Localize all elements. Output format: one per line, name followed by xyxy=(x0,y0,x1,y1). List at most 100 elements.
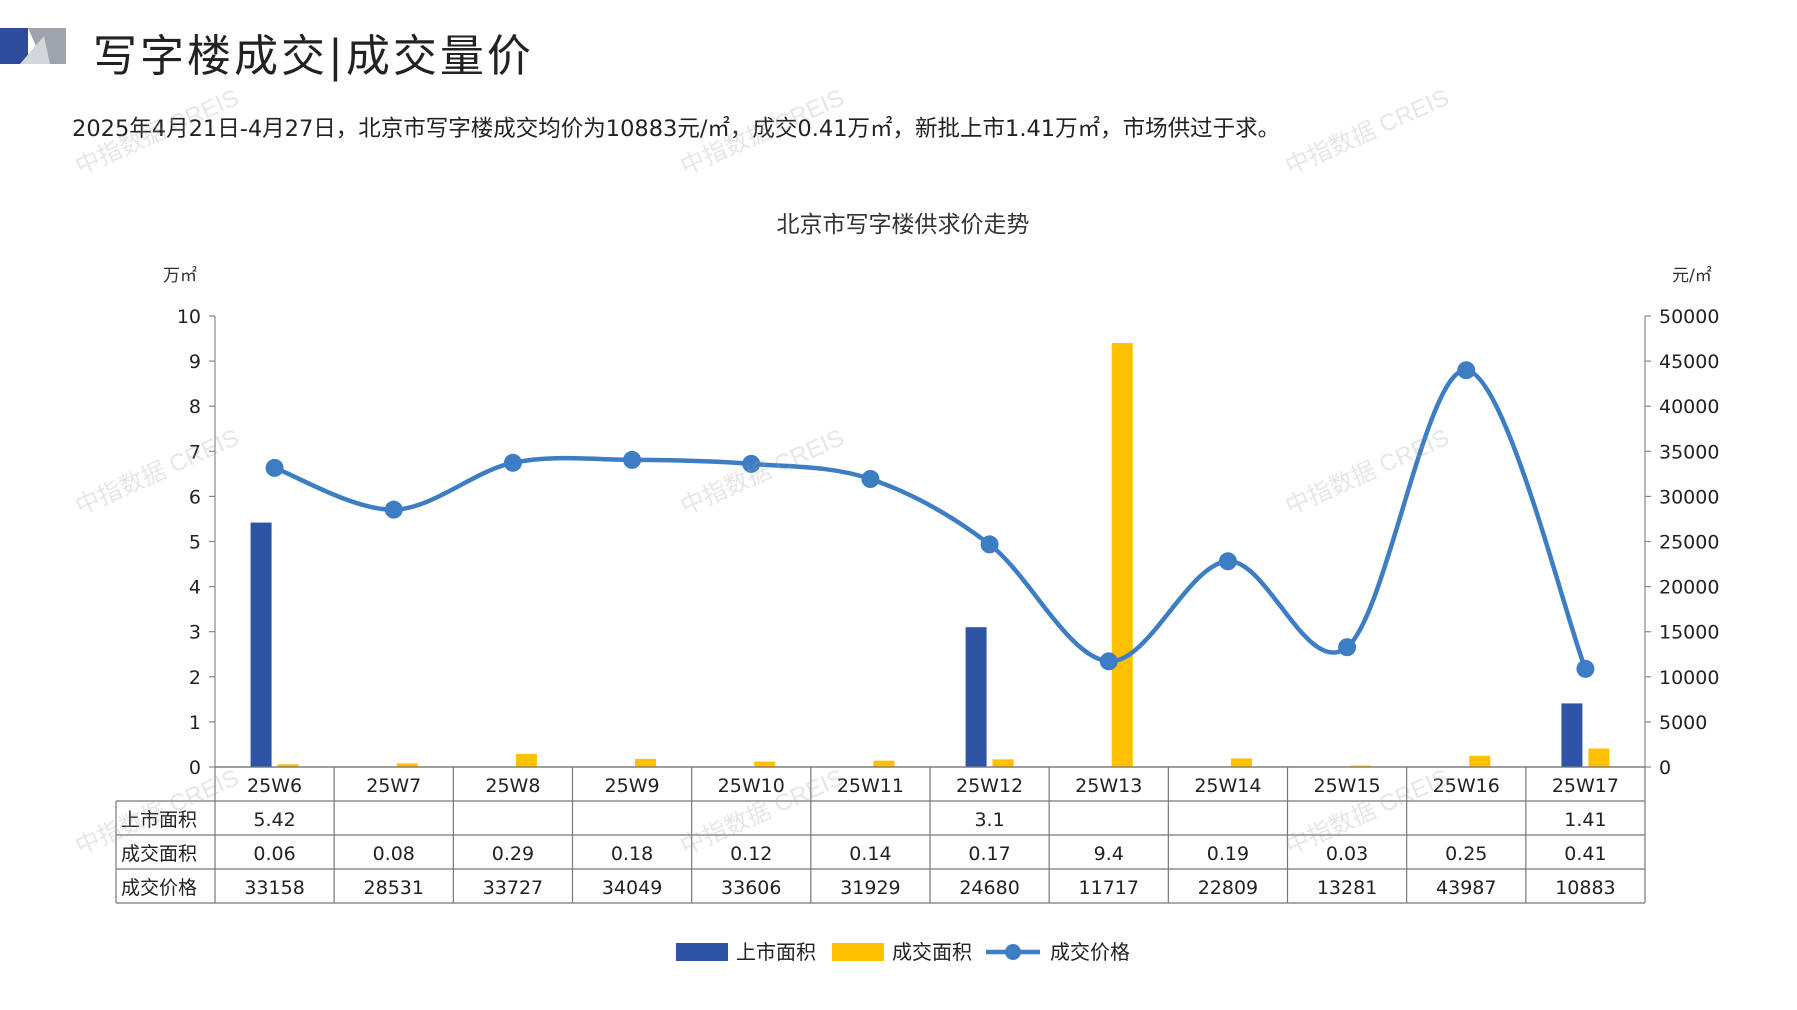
x-tick-label: 25W13 xyxy=(1075,775,1142,797)
right-tick-label: 40000 xyxy=(1659,396,1719,418)
watermark-text: 中指数据 CREIS xyxy=(676,84,848,180)
data-label: 0.19 xyxy=(1207,843,1249,865)
x-tick-label: 25W16 xyxy=(1433,775,1500,797)
price-line xyxy=(265,361,1595,678)
header-logo xyxy=(0,28,66,64)
watermark-text: 中指数据 CREIS xyxy=(71,424,243,520)
price-point xyxy=(861,470,880,489)
data-label: 31929 xyxy=(840,877,900,899)
left-tick-label: 9 xyxy=(189,351,201,373)
data-table: 25W6 25W7 25W8 25W9 25W10 25W11 25W12 25W13 25W1… xyxy=(115,766,1646,904)
left-axis-unit: 万㎡ xyxy=(163,266,197,286)
right-tick-label: 50000 xyxy=(1659,306,1719,328)
right-tick-label: 30000 xyxy=(1659,486,1719,508)
bars xyxy=(250,343,1610,767)
deal-area-bar xyxy=(1469,755,1491,767)
right-tick-label: 25000 xyxy=(1659,532,1719,554)
supply-bar xyxy=(250,522,272,767)
left-tick-label: 10 xyxy=(177,306,201,328)
legend-deal-label: 成交面积 xyxy=(892,940,972,964)
deal-area-bar xyxy=(635,758,657,767)
data-label: 24680 xyxy=(959,877,1019,899)
left-tick-label: 1 xyxy=(189,712,201,734)
data-label: 1.41 xyxy=(1564,809,1606,831)
data-label: 0.25 xyxy=(1445,843,1487,865)
axis-lines xyxy=(214,316,1646,768)
data-label: 0.14 xyxy=(849,843,891,865)
left-tick-label: 8 xyxy=(189,396,201,418)
legend-supply-label: 上市面积 xyxy=(736,940,816,964)
watermark-text: 中指数据 CREIS xyxy=(1281,424,1453,520)
price-point xyxy=(742,454,761,473)
data-label: 0.18 xyxy=(611,843,653,865)
deal-area-bar xyxy=(515,753,537,767)
data-label: 33158 xyxy=(244,877,304,899)
data-label: 22809 xyxy=(1198,877,1258,899)
data-label: 0.29 xyxy=(492,843,534,865)
watermark-text: 中指数据 CREIS xyxy=(676,424,848,520)
data-label: 10883 xyxy=(1555,877,1615,899)
deal-area-bar xyxy=(1230,758,1252,767)
x-tick-label: 25W10 xyxy=(718,775,785,797)
logo-gray-shape xyxy=(28,28,66,64)
x-tick-label: 25W11 xyxy=(837,775,904,797)
legend-price-label: 成交价格 xyxy=(1050,940,1130,964)
data-label: 0.08 xyxy=(373,843,415,865)
price-point xyxy=(1576,659,1595,678)
watermark-text: 中指数据 CREIS xyxy=(71,84,243,180)
data-label: 0.06 xyxy=(253,843,295,865)
price-point xyxy=(1457,361,1476,380)
data-label: 0.03 xyxy=(1326,843,1368,865)
x-tick-label: 25W17 xyxy=(1552,775,1619,797)
data-label: 0.41 xyxy=(1564,843,1606,865)
deal-area-bar xyxy=(1111,343,1133,767)
data-label: 13281 xyxy=(1317,877,1377,899)
legend: 上市面积 成交面积 成交价格 xyxy=(676,940,1130,964)
table-row-header: 上市面积 xyxy=(121,809,197,831)
right-tick-label: 0 xyxy=(1659,757,1671,779)
logo-light-shape xyxy=(20,36,50,64)
data-label: 5.42 xyxy=(253,809,295,831)
left-tick-label: 0 xyxy=(189,757,201,779)
deal-area-bar xyxy=(1350,765,1372,767)
deal-area-bar xyxy=(1588,748,1610,767)
data-label: 34049 xyxy=(602,877,662,899)
logo-blue-shape xyxy=(0,28,28,64)
watermark-text: 中指数据 CREIS xyxy=(1281,84,1453,180)
deal-area-bar xyxy=(396,763,418,767)
data-label: 0.12 xyxy=(730,843,772,865)
left-tick-label: 6 xyxy=(189,486,201,508)
deal-area-bar xyxy=(992,759,1014,767)
x-tick-label: 25W14 xyxy=(1194,775,1261,797)
axis-ticks: 0 1 2 3 4 5 6 7 8 9 10 0 5000 10000 15000 20000 25000 300… xyxy=(177,306,1720,779)
deal-area-bar xyxy=(754,761,776,767)
legend-deal-swatch xyxy=(832,943,884,961)
x-tick-label: 25W7 xyxy=(366,775,421,797)
supply-bar xyxy=(965,627,987,767)
price-point xyxy=(623,450,642,469)
table-row-header: 成交面积 xyxy=(121,843,197,865)
left-tick-label: 4 xyxy=(189,577,201,599)
right-tick-label: 35000 xyxy=(1659,441,1719,463)
right-tick-label: 15000 xyxy=(1659,622,1719,644)
left-tick-label: 3 xyxy=(189,622,201,644)
data-label: 11717 xyxy=(1079,877,1139,899)
price-point xyxy=(1218,552,1237,571)
price-point xyxy=(503,453,522,472)
right-axis-unit: 元/㎡ xyxy=(1672,266,1712,286)
data-label: 33606 xyxy=(721,877,781,899)
price-point xyxy=(1099,652,1118,671)
data-label: 3.1 xyxy=(974,809,1004,831)
data-label: 33727 xyxy=(483,877,543,899)
price-point xyxy=(1338,638,1357,657)
price-point xyxy=(384,500,403,519)
left-tick-label: 7 xyxy=(189,441,201,463)
price-point xyxy=(980,535,999,554)
deal-area-bar xyxy=(277,764,299,767)
data-label: 28531 xyxy=(364,877,424,899)
data-label: 43987 xyxy=(1436,877,1496,899)
legend-supply-swatch xyxy=(676,943,728,961)
x-tick-label: 25W12 xyxy=(956,775,1023,797)
price-point xyxy=(265,458,284,477)
